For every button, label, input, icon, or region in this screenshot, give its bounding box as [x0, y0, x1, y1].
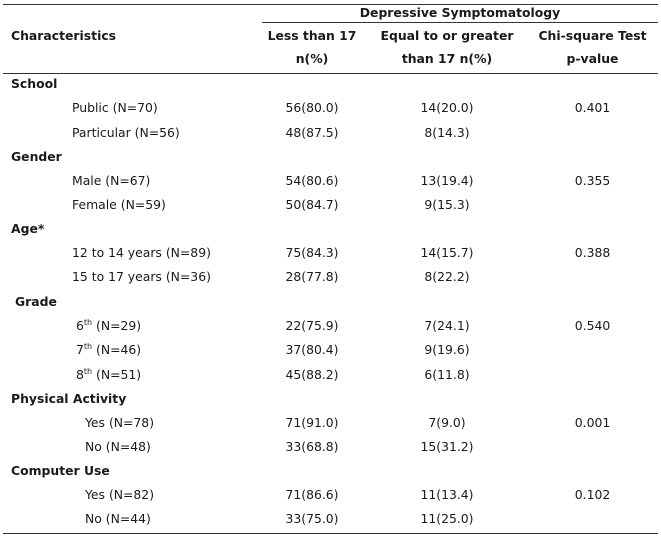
row-label: 7th (N=46): [76, 342, 141, 358]
header-p-value: p-value: [566, 51, 619, 66]
category-physical-activity: Physical Activity: [11, 391, 127, 406]
header-characteristics: Characteristics: [11, 28, 117, 43]
header-chi-square: Chi-square Test: [538, 28, 647, 43]
cell-ge: 15(31.2): [420, 439, 474, 454]
cell-p-value: 0.102: [574, 487, 611, 502]
group-header-label: Depressive Symptomatology: [359, 5, 561, 20]
grade-count: (N=29): [92, 318, 142, 333]
cell-less: 71(91.0): [285, 415, 339, 430]
cell-p-value: 0.401: [574, 100, 611, 115]
row-label: No (N=44): [85, 511, 151, 526]
cell-less: 54(80.6): [285, 173, 339, 188]
cell-ge: 11(13.4): [420, 487, 474, 502]
row-label: 6th (N=29): [76, 318, 141, 334]
ordinal-suffix: th: [83, 318, 93, 327]
cell-ge: 9(15.3): [424, 197, 470, 212]
table-bottom-rule: [3, 533, 658, 534]
cell-ge: 6(11.8): [424, 367, 470, 382]
ordinal-suffix: th: [83, 342, 93, 351]
cell-less: 50(84.7): [285, 197, 339, 212]
cell-p-value: 0.001: [574, 415, 611, 430]
cell-less: 22(75.9): [285, 318, 339, 333]
cell-less: 33(68.8): [285, 439, 339, 454]
row-label: Female (N=59): [72, 197, 166, 212]
cell-ge: 7(9.0): [428, 415, 466, 430]
header-less-than-17: Less than 17: [267, 28, 357, 43]
ordinal-suffix: th: [83, 367, 93, 376]
header-bottom-rule: [3, 73, 658, 74]
category-computer-use: Computer Use: [11, 463, 110, 478]
row-label: Particular (N=56): [72, 125, 180, 140]
grade-count: (N=51): [92, 367, 142, 382]
cell-ge: 14(20.0): [420, 100, 474, 115]
cell-less: 37(80.4): [285, 342, 339, 357]
row-label: 8th (N=51): [76, 367, 141, 383]
row-label: Yes (N=78): [85, 415, 155, 430]
cell-less: 56(80.0): [285, 100, 339, 115]
row-label: Public (N=70): [72, 100, 158, 115]
group-header-underline: [262, 22, 658, 23]
row-label: 12 to 14 years (N=89): [72, 245, 211, 260]
category-age: Age*: [11, 221, 45, 236]
category-school: School: [11, 76, 58, 91]
table-top-rule: [3, 4, 658, 5]
cell-ge: 9(19.6): [424, 342, 470, 357]
grade-count: (N=46): [92, 342, 142, 357]
cell-p-value: 0.388: [574, 245, 611, 260]
cell-ge: 7(24.1): [424, 318, 470, 333]
grade-number: 7: [76, 342, 84, 357]
row-label: Male (N=67): [72, 173, 151, 188]
row-label: Yes (N=82): [85, 487, 155, 502]
cell-p-value: 0.355: [574, 173, 611, 188]
cell-ge: 11(25.0): [420, 511, 474, 526]
category-gender: Gender: [11, 149, 62, 164]
header-ge-17: Equal to or greater: [380, 28, 514, 43]
grade-number: 6: [76, 318, 84, 333]
cell-less: 33(75.0): [285, 511, 339, 526]
cell-ge: 14(15.7): [420, 245, 474, 260]
header-less-than-17-unit: n(%): [295, 51, 329, 66]
cell-p-value: 0.540: [574, 318, 611, 333]
cell-ge: 8(14.3): [424, 125, 470, 140]
cell-less: 45(88.2): [285, 367, 339, 382]
cell-less: 48(87.5): [285, 125, 339, 140]
row-label: 15 to 17 years (N=36): [72, 269, 211, 284]
cell-less: 28(77.8): [285, 269, 339, 284]
cell-less: 71(86.6): [285, 487, 339, 502]
cell-ge: 8(22.2): [424, 269, 470, 284]
row-label: No (N=48): [85, 439, 151, 454]
grade-number: 8: [76, 367, 84, 382]
cell-ge: 13(19.4): [420, 173, 474, 188]
category-grade: Grade: [15, 294, 57, 309]
cell-less: 75(84.3): [285, 245, 339, 260]
header-ge-17-unit: than 17 n(%): [401, 51, 493, 66]
